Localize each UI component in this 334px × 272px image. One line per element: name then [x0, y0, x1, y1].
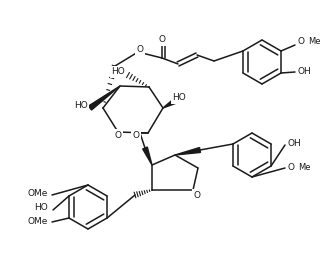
Text: HO: HO [74, 101, 88, 110]
Text: OMe: OMe [28, 218, 48, 227]
Text: Me: Me [308, 38, 321, 47]
Text: O: O [137, 45, 144, 54]
Polygon shape [89, 86, 120, 110]
Text: O: O [133, 131, 140, 141]
Text: OH: OH [298, 67, 312, 76]
Text: OH: OH [288, 138, 302, 147]
Polygon shape [143, 147, 152, 165]
Polygon shape [175, 147, 200, 155]
Text: O: O [298, 38, 305, 47]
Text: HO: HO [34, 203, 48, 212]
Text: O: O [159, 36, 166, 45]
Text: HO: HO [172, 94, 186, 103]
Text: HO: HO [111, 67, 125, 76]
Text: O: O [193, 190, 200, 199]
Text: OMe: OMe [28, 188, 48, 197]
Text: O: O [115, 131, 122, 140]
Polygon shape [163, 99, 176, 108]
Text: O: O [288, 163, 295, 172]
Text: Me: Me [298, 163, 311, 172]
